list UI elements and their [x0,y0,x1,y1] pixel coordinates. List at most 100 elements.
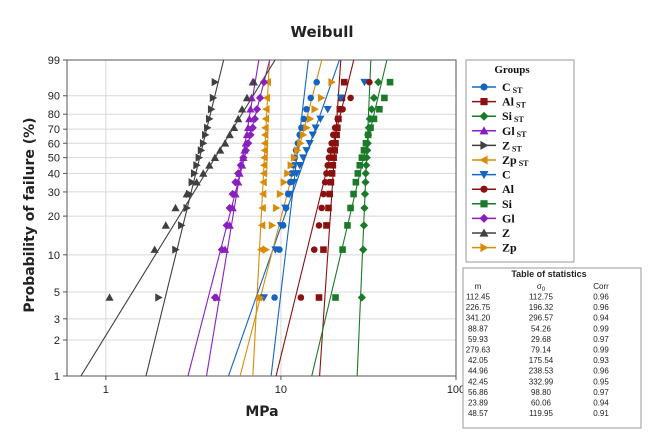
statistics-table-cell: 0.97 [593,388,609,397]
statistics-table-cell: 79.14 [531,346,552,355]
data-point [320,246,327,253]
statistics-table-cell: 42.05 [468,356,489,365]
legend-title: Groups [494,64,530,76]
data-point [202,130,210,139]
data-point [313,78,320,86]
data-point [255,93,265,103]
data-point [331,147,339,154]
statistics-table: m σ0 Corr 112.45 112.75 0.96 226.75 196.32 0.96 3… [466,282,610,418]
fit-lines [80,60,388,376]
statistics-table-header: σ0 [537,282,546,293]
data-point [328,170,336,177]
data-point [295,161,304,170]
axis-ticks: 1 10 100 1 2 3 5 10 20 30 40 50 60 70 80 90 99 [48,55,465,396]
data-point [339,246,346,253]
data-point [381,94,388,102]
data-point [361,178,370,187]
y-tick-label: 80 [48,109,60,121]
data-point [329,161,337,169]
statistics-table-cell: 0.95 [593,377,609,386]
legend-entry-subscript: ST [512,144,522,153]
data-point [330,154,337,161]
data-point [325,204,332,212]
data-point [229,123,239,132]
data-point [323,170,330,177]
data-point [211,78,220,87]
data-point [272,203,281,213]
data-point [183,203,191,213]
data-point [225,203,234,213]
data-point [262,245,270,254]
data-point [259,178,267,187]
statistics-table-cell: 0.94 [593,314,609,323]
data-point [323,105,332,114]
legend-marker [480,140,489,150]
data-point [262,105,270,114]
legend-marker [479,126,489,135]
statistics-table-cell: 226.75 [466,303,491,312]
statistics-table-cell: 112.75 [529,293,553,302]
statistics-table-cell: 341.20 [466,314,491,323]
legend-marker [479,111,489,121]
data-point [326,190,334,198]
data-point [324,161,331,169]
statistics-table-cell: 119.95 [529,409,553,418]
data-point [260,161,268,170]
chart-title: Weibull [290,23,353,41]
data-point [336,94,345,103]
data-point [287,161,296,170]
data-point [293,146,302,155]
data-point [234,169,243,178]
data-point [199,169,208,177]
data-point [260,153,268,162]
statistics-table-cell: 175.54 [529,356,554,365]
plot-frame [66,59,457,377]
data-point [360,147,368,154]
data-point [333,131,340,139]
statistics-table-cell: 29.68 [531,335,552,344]
data-point [323,222,330,229]
y-tick-label: 10 [48,250,60,262]
statistics-table-header: m [475,282,482,291]
statistics-table-cell: 238.53 [529,367,554,376]
data-point [327,178,335,186]
data-point [281,204,290,213]
data-point [210,153,220,161]
data-point [239,153,248,162]
statistics-table-cell: 0.96 [593,367,609,376]
data-point [222,221,231,230]
data-point [300,115,308,123]
data-point [307,94,315,102]
data-point [225,130,234,139]
data-point [362,139,370,147]
data-point [354,170,362,177]
legend-entry-label: Z [502,226,510,240]
data-point [105,293,114,301]
data-point [317,93,326,103]
data-point [192,178,201,186]
y-tick-label: 90 [48,91,60,103]
data-point [357,293,367,302]
data-point [367,105,376,114]
y-tick-label: 60 [48,138,60,150]
y-tick-label: 3 [54,314,60,326]
data-point [242,93,252,102]
data-point [261,123,269,132]
data-point [344,222,351,229]
data-point [248,123,257,132]
statistics-table-cell: 332.99 [529,377,554,386]
fit-line [270,60,309,376]
data-point [197,146,206,155]
data-point [182,189,191,198]
data-point [285,190,294,199]
data-point [246,130,255,139]
x-tick-label: 100 [447,384,465,396]
legend-entry-subscript: ST [517,130,527,139]
data-point [289,178,298,187]
data-point [199,139,208,148]
data-point [320,190,327,198]
data-point [280,178,289,187]
statistics-table-cell: 296.57 [529,314,554,323]
data-point [150,245,159,253]
x-axis-label: MPa [245,404,278,420]
